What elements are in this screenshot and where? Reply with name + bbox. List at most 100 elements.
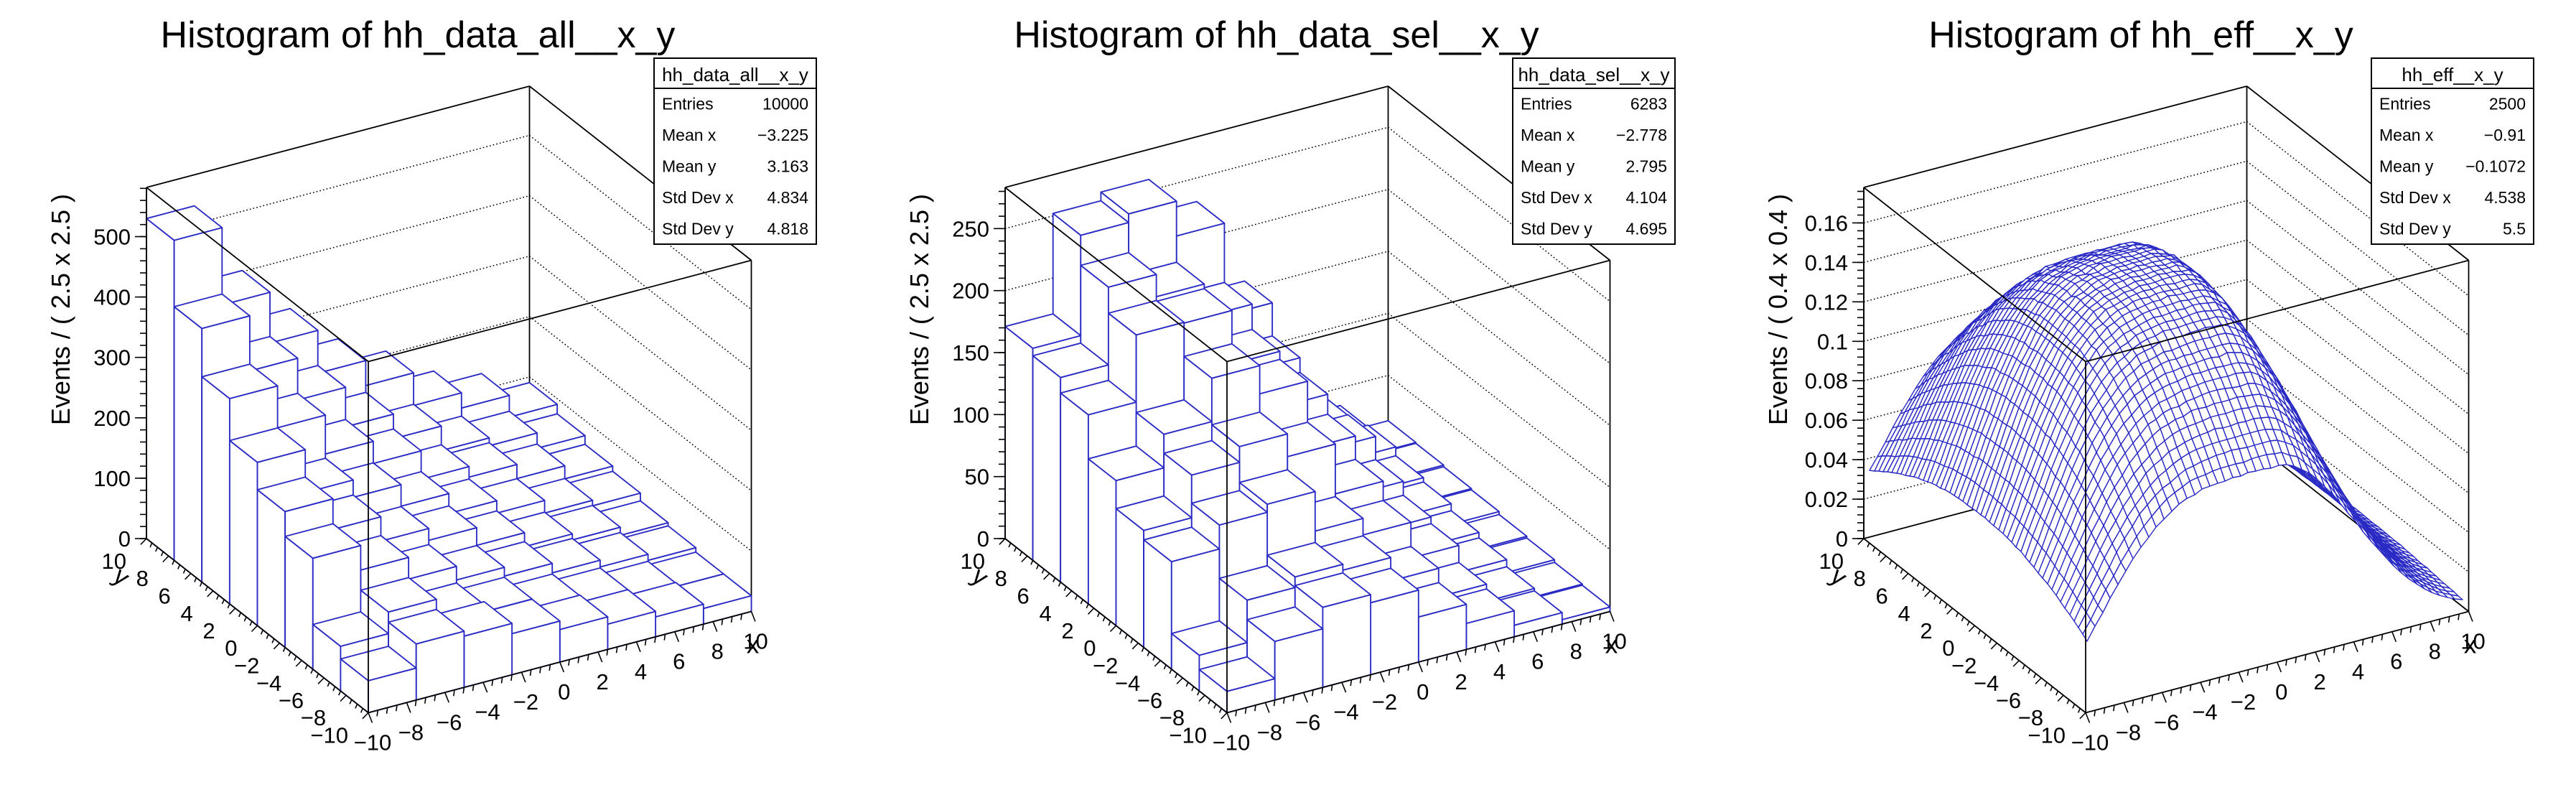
svg-text:Mean y: Mean y — [1521, 157, 1575, 176]
svg-text:−4: −4 — [1333, 699, 1358, 725]
svg-text:2: 2 — [1061, 618, 1073, 643]
svg-text:−10: −10 — [1169, 723, 1207, 748]
svg-text:−10: −10 — [2071, 730, 2109, 755]
svg-text:−6: −6 — [2154, 709, 2179, 735]
svg-text:x: x — [747, 631, 760, 659]
svg-text:6283: 6283 — [1630, 95, 1667, 113]
svg-text:0: 0 — [558, 679, 570, 704]
svg-text:2.795: 2.795 — [1625, 157, 1667, 176]
svg-text:0.16: 0.16 — [1805, 210, 1848, 236]
svg-text:0.14: 0.14 — [1805, 250, 1848, 275]
svg-text:4.695: 4.695 — [1625, 219, 1667, 238]
svg-text:4: 4 — [635, 659, 647, 684]
svg-text:250: 250 — [952, 216, 989, 241]
svg-text:−8: −8 — [1257, 720, 1282, 745]
svg-text:Entries: Entries — [662, 95, 714, 113]
svg-text:x: x — [1605, 631, 1618, 659]
svg-text:−8: −8 — [398, 720, 424, 745]
svg-text:200: 200 — [952, 279, 989, 304]
svg-text:−6: −6 — [1295, 709, 1320, 735]
svg-text:0: 0 — [2275, 679, 2287, 704]
svg-text:10: 10 — [102, 549, 126, 574]
svg-text:4.104: 4.104 — [1625, 188, 1667, 207]
svg-text:Mean y: Mean y — [662, 157, 717, 176]
svg-text:Entries: Entries — [2379, 95, 2431, 113]
svg-text:2: 2 — [202, 618, 215, 643]
svg-text:4.818: 4.818 — [767, 219, 808, 238]
svg-text:−4: −4 — [475, 699, 500, 725]
svg-text:100: 100 — [93, 466, 131, 491]
svg-text:50: 50 — [965, 465, 989, 490]
svg-text:10: 10 — [743, 629, 767, 654]
svg-text:−2: −2 — [513, 689, 538, 715]
svg-text:0: 0 — [225, 636, 237, 661]
svg-text:6: 6 — [159, 584, 171, 609]
svg-text:−10: −10 — [310, 723, 348, 748]
svg-text:0: 0 — [1836, 526, 1848, 552]
svg-text:Histogram of hh_data_all__x_y: Histogram of hh_data_all__x_y — [161, 14, 676, 56]
svg-text:4: 4 — [180, 601, 192, 626]
svg-text:6: 6 — [2390, 649, 2402, 674]
svg-text:8: 8 — [1570, 639, 1582, 664]
svg-text:−2.778: −2.778 — [1616, 126, 1667, 144]
svg-text:6: 6 — [1876, 584, 1888, 609]
svg-text:hh_data_sel__x_y: hh_data_sel__x_y — [1518, 64, 1669, 85]
svg-text:Std Dev x: Std Dev x — [2379, 188, 2451, 207]
svg-text:8: 8 — [995, 566, 1007, 591]
svg-text:−8: −8 — [1159, 705, 1185, 730]
svg-text:10: 10 — [961, 549, 985, 574]
svg-text:6: 6 — [673, 649, 685, 674]
svg-text:8: 8 — [1854, 566, 1866, 591]
svg-text:0: 0 — [1417, 679, 1429, 704]
svg-text:10: 10 — [2460, 629, 2485, 654]
svg-text:300: 300 — [93, 345, 131, 371]
svg-text:Events / ( 2.5 x 2.5 ): Events / ( 2.5 x 2.5 ) — [905, 194, 934, 425]
svg-text:hh_data_all__x_y: hh_data_all__x_y — [662, 64, 808, 85]
svg-text:0: 0 — [1942, 636, 1954, 661]
svg-text:0.12: 0.12 — [1805, 289, 1848, 315]
svg-text:10000: 10000 — [762, 95, 808, 113]
svg-text:0: 0 — [977, 526, 989, 552]
svg-text:−6: −6 — [279, 688, 304, 713]
svg-text:3.163: 3.163 — [767, 157, 808, 176]
svg-text:Events / ( 0.4 x 0.4 ): Events / ( 0.4 x 0.4 ) — [1763, 194, 1793, 425]
svg-text:Mean x: Mean x — [1521, 126, 1575, 144]
svg-text:−2: −2 — [1372, 689, 1397, 715]
svg-text:Mean x: Mean x — [2379, 126, 2434, 144]
svg-text:0.04: 0.04 — [1805, 447, 1848, 473]
svg-text:−2: −2 — [234, 653, 259, 679]
svg-text:500: 500 — [93, 225, 131, 250]
svg-text:−8: −8 — [2116, 720, 2141, 745]
svg-text:10: 10 — [1819, 549, 1844, 574]
svg-text:−10: −10 — [2027, 723, 2066, 748]
svg-text:4: 4 — [1039, 601, 1051, 626]
svg-text:8: 8 — [2429, 639, 2441, 664]
svg-text:hh_eff__x_y: hh_eff__x_y — [2402, 64, 2503, 85]
svg-text:0: 0 — [118, 526, 131, 552]
svg-text:2: 2 — [596, 669, 608, 694]
svg-text:−10: −10 — [1213, 730, 1251, 755]
svg-text:0.1: 0.1 — [1817, 329, 1848, 354]
svg-text:Std Dev y: Std Dev y — [2379, 219, 2451, 238]
svg-text:−4: −4 — [2192, 699, 2217, 725]
svg-text:4: 4 — [1493, 659, 1506, 684]
svg-text:8: 8 — [136, 566, 149, 591]
svg-text:Histogram of hh_eff__x_y: Histogram of hh_eff__x_y — [1928, 14, 2353, 56]
svg-text:−2: −2 — [1951, 653, 1977, 679]
svg-text:400: 400 — [93, 285, 131, 310]
svg-text:−2: −2 — [2231, 689, 2256, 715]
svg-text:8: 8 — [711, 639, 724, 664]
svg-text:200: 200 — [93, 406, 131, 431]
svg-text:−4: −4 — [256, 671, 281, 696]
svg-text:100: 100 — [952, 402, 989, 427]
svg-text:5.5: 5.5 — [2503, 219, 2526, 238]
svg-text:−3.225: −3.225 — [757, 126, 808, 144]
svg-text:−6: −6 — [437, 709, 462, 735]
svg-text:0.08: 0.08 — [1805, 368, 1848, 394]
svg-text:4.834: 4.834 — [767, 188, 808, 207]
svg-text:4: 4 — [2352, 659, 2364, 684]
svg-text:Histogram of hh_data_sel__x_y: Histogram of hh_data_sel__x_y — [1014, 14, 1539, 56]
svg-text:Std Dev y: Std Dev y — [662, 219, 734, 238]
svg-text:−4: −4 — [1974, 671, 1999, 696]
svg-text:0.06: 0.06 — [1805, 408, 1848, 433]
